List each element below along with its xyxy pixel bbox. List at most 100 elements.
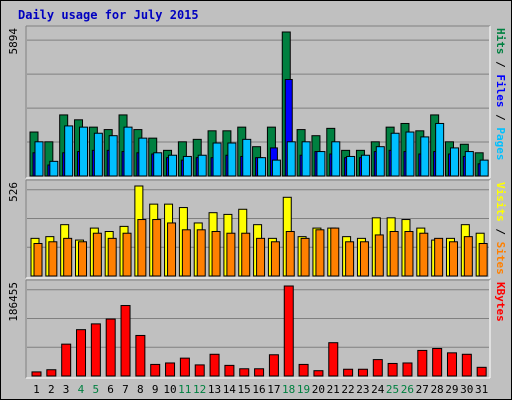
bar-sites-day-16 bbox=[256, 237, 266, 277]
bar-pages-day-1 bbox=[34, 141, 44, 177]
bar-sites-day-29 bbox=[448, 241, 458, 277]
bar-kbytes-day-29 bbox=[446, 352, 457, 377]
x-tick-label: 6 bbox=[107, 383, 114, 396]
x-tick-label: 5 bbox=[92, 383, 99, 396]
bar-sites-day-27 bbox=[419, 232, 429, 277]
bar-sites-day-9 bbox=[152, 219, 162, 277]
bar-pages-day-4 bbox=[79, 126, 89, 177]
bar-pages-day-28 bbox=[435, 122, 445, 177]
x-tick-label: 2 bbox=[48, 383, 55, 396]
legend-bottom: KBytes bbox=[494, 282, 507, 322]
x-tick-label: 3 bbox=[63, 383, 70, 396]
bar-kbytes-day-20 bbox=[313, 370, 324, 377]
x-tick-label: 31 bbox=[475, 383, 488, 396]
bar-sites-day-5 bbox=[92, 232, 102, 277]
bar-kbytes-day-1 bbox=[31, 371, 42, 377]
x-tick-label: 29 bbox=[445, 383, 458, 396]
bar-pages-day-6 bbox=[108, 135, 118, 177]
bar-sites-day-30 bbox=[463, 236, 473, 277]
bar-pages-day-20 bbox=[316, 151, 326, 177]
bar-pages-day-9 bbox=[153, 152, 163, 177]
x-tick-label: 14 bbox=[223, 383, 237, 396]
x-tick-label: 7 bbox=[122, 383, 129, 396]
x-tick-label: 26 bbox=[401, 383, 414, 396]
x-tick-label: 19 bbox=[297, 383, 310, 396]
bar-pages-day-5 bbox=[93, 132, 103, 177]
bar-pages-day-2 bbox=[49, 160, 59, 177]
y-max-label: 526 bbox=[7, 182, 20, 202]
legend-entry: / bbox=[494, 55, 507, 75]
bar-pages-day-12 bbox=[197, 154, 207, 177]
x-tick-label: 15 bbox=[238, 383, 251, 396]
bar-kbytes-day-7 bbox=[120, 305, 131, 377]
bar-sites-day-10 bbox=[167, 222, 177, 277]
bar-sites-day-7 bbox=[122, 232, 132, 277]
x-tick-label: 17 bbox=[267, 383, 280, 396]
bar-pages-day-24 bbox=[375, 146, 385, 177]
bar-sites-day-12 bbox=[196, 229, 206, 277]
x-tick-label: 10 bbox=[163, 383, 176, 396]
bar-pages-day-21 bbox=[331, 141, 341, 177]
bar-sites-day-11 bbox=[181, 229, 191, 277]
bar-kbytes-day-23 bbox=[357, 368, 368, 377]
bar-kbytes-day-6 bbox=[105, 318, 116, 377]
bar-sites-day-13 bbox=[211, 231, 221, 277]
x-tick-label: 28 bbox=[430, 383, 443, 396]
bar-pages-day-27 bbox=[420, 136, 430, 177]
bar-sites-day-4 bbox=[78, 241, 88, 277]
x-tick-label: 30 bbox=[460, 383, 473, 396]
bar-kbytes-day-3 bbox=[61, 343, 72, 377]
x-tick-label: 21 bbox=[327, 383, 340, 396]
bar-sites-day-23 bbox=[359, 241, 369, 277]
bar-sites-day-15 bbox=[241, 232, 251, 277]
bar-sites-day-24 bbox=[374, 234, 384, 277]
legend-middle: Visits / Sites bbox=[494, 182, 507, 275]
bar-sites-day-31 bbox=[478, 242, 488, 277]
bar-sites-day-8 bbox=[137, 219, 147, 277]
bar-pages-day-23 bbox=[360, 154, 370, 177]
bar-kbytes-day-17 bbox=[268, 354, 279, 377]
y-max-label: 5894 bbox=[7, 28, 20, 55]
bar-sites-day-6 bbox=[107, 237, 117, 277]
bar-pages-day-15 bbox=[242, 138, 252, 177]
legend-entry: Sites bbox=[494, 242, 507, 275]
bar-kbytes-day-28 bbox=[432, 347, 443, 377]
legend-entry: Hits bbox=[494, 28, 507, 55]
bar-pages-day-13 bbox=[212, 142, 222, 177]
bar-pages-day-18 bbox=[286, 141, 296, 177]
bar-sites-day-25 bbox=[389, 231, 399, 277]
bar-sites-day-2 bbox=[48, 241, 58, 277]
x-tick-label: 16 bbox=[252, 383, 265, 396]
legend-entry: Files bbox=[494, 74, 507, 107]
bar-sites-day-18 bbox=[285, 231, 295, 277]
x-tick-label: 8 bbox=[137, 383, 144, 396]
bar-kbytes-day-22 bbox=[343, 368, 354, 377]
y-max-label: 186455 bbox=[7, 282, 20, 322]
bar-kbytes-day-21 bbox=[328, 342, 339, 377]
bar-kbytes-day-10 bbox=[165, 362, 176, 377]
bar-kbytes-day-25 bbox=[387, 362, 398, 377]
legend-top: Hits / Files / Pages bbox=[494, 28, 507, 161]
bar-pages-day-3 bbox=[64, 125, 74, 177]
bar-kbytes-day-16 bbox=[254, 368, 265, 377]
bar-kbytes-day-15 bbox=[239, 368, 250, 377]
bar-sites-day-1 bbox=[33, 242, 43, 277]
bar-kbytes-day-19 bbox=[298, 363, 309, 377]
bar-kbytes-day-11 bbox=[179, 357, 190, 377]
bar-kbytes-day-31 bbox=[476, 366, 487, 377]
bar-pages-day-16 bbox=[257, 157, 267, 177]
x-tick-label: 25 bbox=[386, 383, 399, 396]
x-tick-label: 18 bbox=[282, 383, 295, 396]
bar-kbytes-day-13 bbox=[209, 353, 220, 377]
x-tick-label: 22 bbox=[341, 383, 354, 396]
legend-entry: KBytes bbox=[494, 282, 507, 322]
bar-kbytes-day-12 bbox=[194, 364, 205, 377]
x-tick-label: 20 bbox=[312, 383, 325, 396]
bar-pages-day-10 bbox=[168, 154, 178, 177]
bar-kbytes-day-18 bbox=[283, 285, 294, 377]
bar-kbytes-day-5 bbox=[90, 323, 101, 377]
bar-kbytes-day-2 bbox=[46, 369, 57, 377]
legend-entry: Pages bbox=[494, 127, 507, 160]
bar-pages-day-31 bbox=[479, 159, 489, 177]
